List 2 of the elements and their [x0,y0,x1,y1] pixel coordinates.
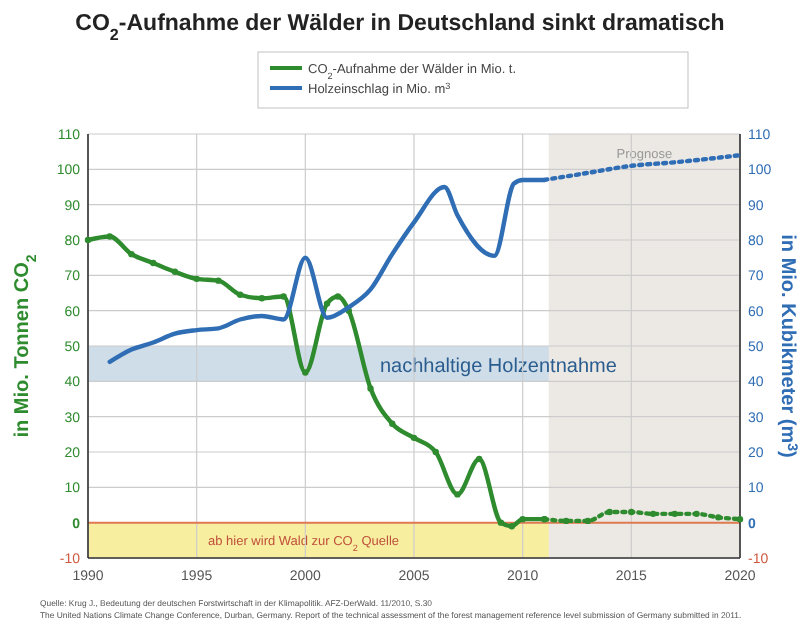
band-label: nachhaltige Holzentnahme [380,355,618,378]
chart-title: CO$_{2}$-Aufnahme der Wälder in Deutschland sinkt dramatisch [75,12,725,43]
